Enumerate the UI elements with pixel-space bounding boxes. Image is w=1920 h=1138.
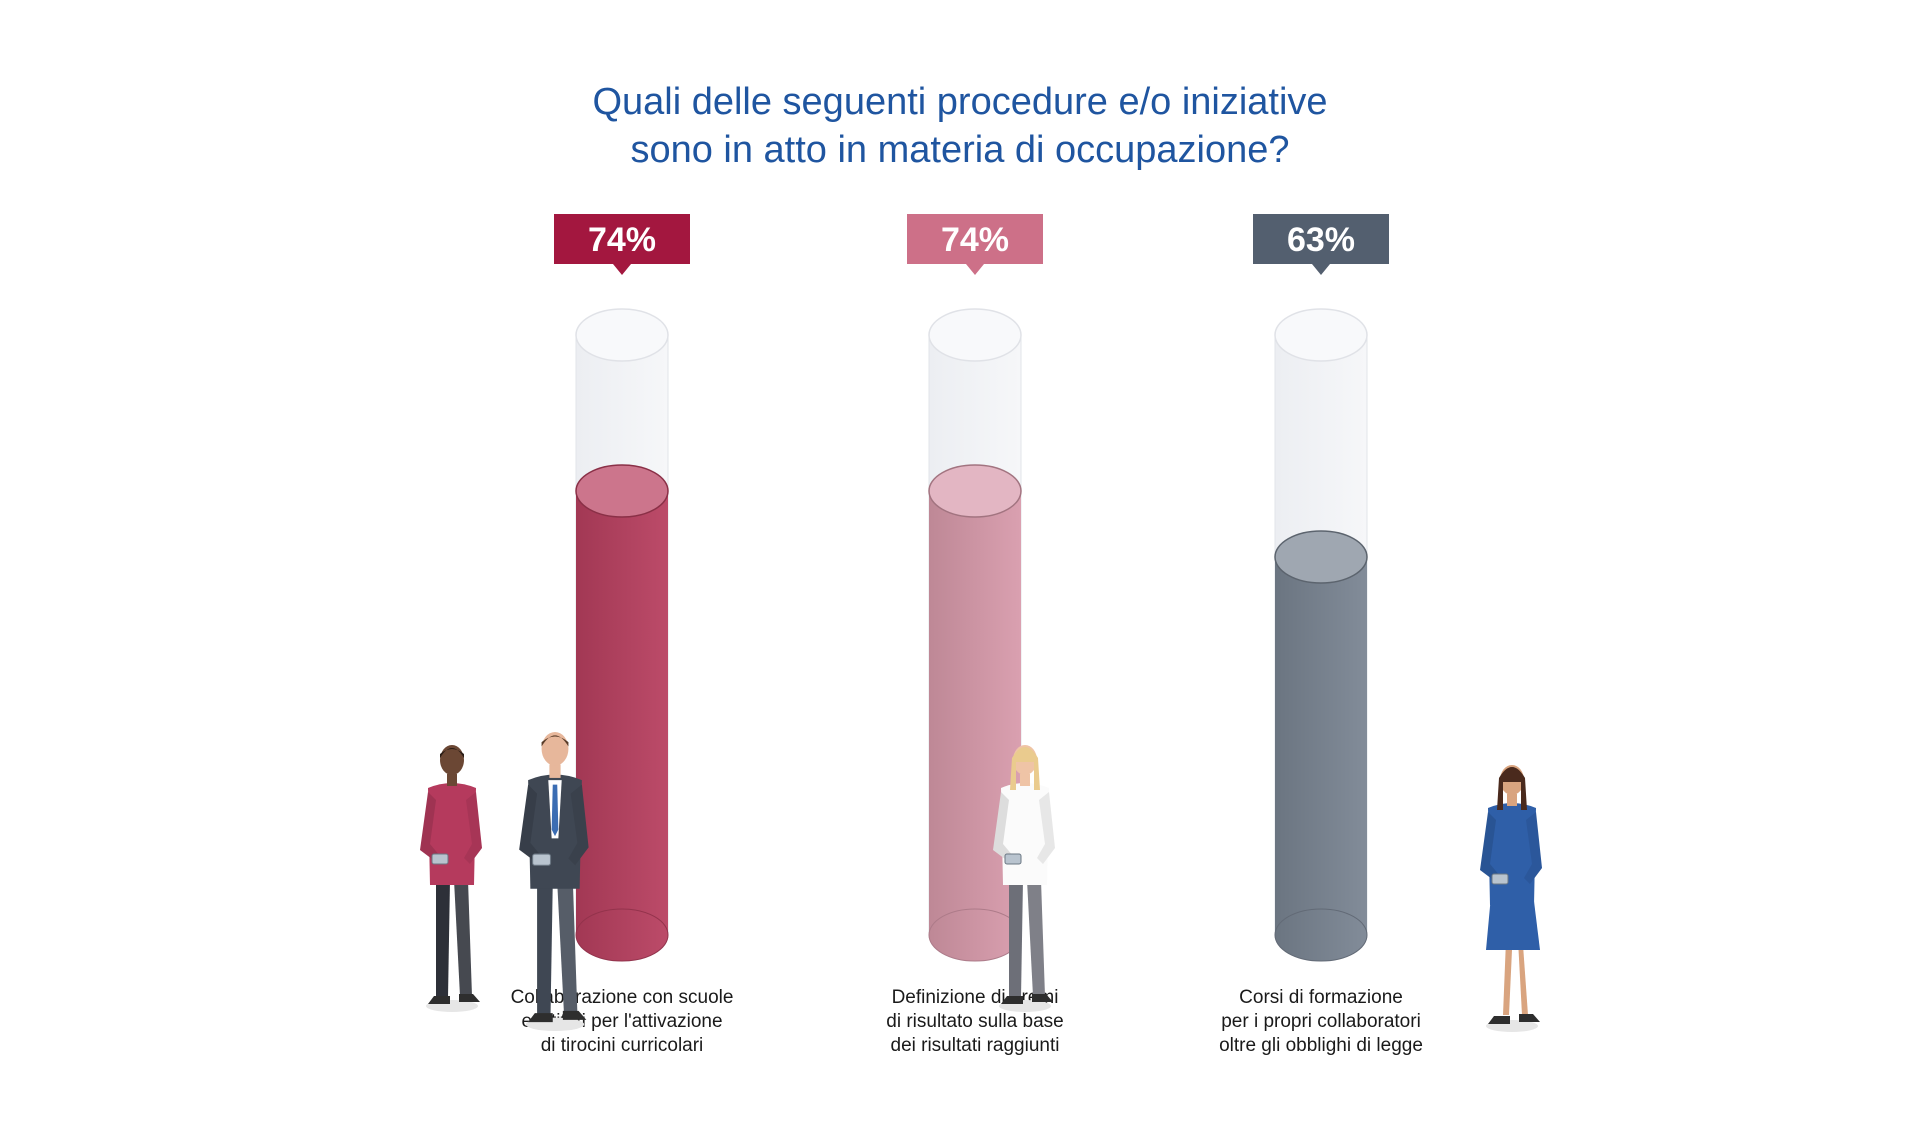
person-woman-1-illustration bbox=[420, 745, 482, 1012]
bar-fill-top-3 bbox=[1274, 530, 1368, 584]
bar-fill-1 bbox=[576, 491, 668, 961]
value-label-1: 74% bbox=[588, 221, 656, 259]
bar-base-1 bbox=[575, 908, 669, 962]
category-label-3-line-1: Corsi di formazione bbox=[1239, 987, 1403, 1008]
bar-fill-3 bbox=[1275, 557, 1367, 961]
category-label-2-line-2: di risultato sulla base bbox=[886, 1011, 1063, 1032]
person-woman-3-illustration bbox=[1480, 765, 1542, 1032]
bar-glass-top-2 bbox=[928, 308, 1022, 362]
bar-1: 74%Collaborazione con scuole e istituti p… bbox=[511, 214, 733, 1056]
chart-title-line-1: Quali delle seguenti procedure e/o inizi… bbox=[592, 81, 1328, 123]
bar-3: 63% Corsi di formazione per i propri colla… bbox=[1219, 214, 1423, 1056]
person-woman-2-illustration bbox=[993, 745, 1055, 1012]
category-label-3: Corsi di formazione per i propri collabor… bbox=[1219, 987, 1423, 1056]
bar-glass-top-1 bbox=[575, 308, 669, 362]
category-label-1-line-3: di tirocini curricolari bbox=[541, 1035, 704, 1056]
bar-base-3 bbox=[1274, 908, 1368, 962]
value-badge-2 bbox=[907, 214, 1043, 264]
value-label-2: 74% bbox=[941, 221, 1009, 259]
value-badge-pointer-1 bbox=[613, 264, 631, 275]
bar-glass-top-3 bbox=[1274, 308, 1368, 362]
value-badge-1 bbox=[554, 214, 690, 264]
category-label-3-line-2: per i propri collaboratori bbox=[1221, 1011, 1421, 1032]
bar-fill-2 bbox=[929, 491, 1021, 961]
bar-fill-top-2 bbox=[928, 464, 1022, 518]
person-man-illustration bbox=[519, 732, 589, 1032]
value-label-3: 63% bbox=[1287, 221, 1355, 259]
chart-title: Quali delle seguenti procedure e/o inizi… bbox=[0, 78, 1920, 174]
value-badge-3 bbox=[1253, 214, 1389, 264]
category-label-2-line-3: dei risultati raggiunti bbox=[891, 1035, 1060, 1056]
value-badge-pointer-3 bbox=[1312, 264, 1330, 275]
bar-fill-top-1 bbox=[575, 464, 669, 518]
value-badge-pointer-2 bbox=[966, 264, 984, 275]
chart-title-line-2: sono in atto in materia di occupazione? bbox=[630, 129, 1290, 171]
category-label-3-line-3: oltre gli obblighi di legge bbox=[1219, 1035, 1423, 1056]
